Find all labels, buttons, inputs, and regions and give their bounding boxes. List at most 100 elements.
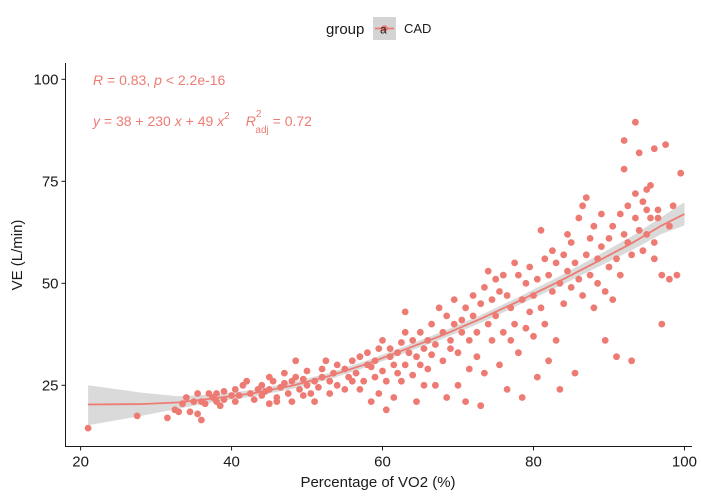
data-point	[390, 394, 398, 401]
data-point	[465, 337, 473, 344]
data-point	[390, 361, 398, 369]
data-point	[522, 279, 530, 287]
data-point	[632, 214, 639, 222]
data-point	[454, 349, 462, 357]
data-point	[398, 339, 405, 346]
data-point	[541, 255, 549, 263]
data-point	[556, 386, 564, 393]
data-point	[643, 186, 651, 193]
data-point	[635, 149, 643, 157]
data-point	[473, 328, 481, 336]
data-point	[650, 145, 658, 153]
data-point	[526, 263, 534, 271]
data-point	[545, 357, 552, 365]
data-point	[348, 377, 356, 385]
data-point	[281, 369, 288, 377]
data-point	[265, 400, 273, 408]
data-point	[677, 169, 685, 177]
x-tick-label: 60	[374, 454, 391, 471]
data-point	[409, 337, 417, 344]
data-point	[420, 345, 428, 352]
data-point	[609, 222, 617, 230]
x-tick-label: 20	[72, 454, 89, 471]
legend-label-cad: CAD	[404, 21, 431, 36]
data-point	[496, 361, 503, 369]
data-point	[582, 251, 590, 259]
data-point	[258, 381, 266, 389]
data-point	[322, 357, 330, 365]
data-point	[484, 320, 492, 328]
data-point	[469, 312, 477, 320]
eq-x1: x	[174, 113, 183, 129]
data-point	[499, 271, 507, 279]
data-point	[598, 210, 605, 218]
data-point	[186, 408, 194, 416]
data-point	[635, 226, 643, 234]
data-point	[530, 332, 537, 340]
y-tick-label: 100	[33, 71, 58, 88]
data-point	[364, 349, 371, 357]
data-point	[443, 312, 451, 320]
data-point	[590, 304, 598, 312]
eq-r-adj-sub: adj	[255, 125, 268, 136]
data-point	[492, 312, 500, 320]
data-point	[522, 324, 530, 332]
data-point	[231, 386, 239, 393]
data-point	[598, 243, 605, 251]
eq-squared: 2	[224, 111, 230, 122]
data-point	[533, 373, 541, 381]
data-point	[552, 259, 560, 267]
data-point	[386, 345, 394, 352]
data-point	[194, 410, 202, 418]
data-point	[613, 255, 620, 263]
data-point	[639, 198, 647, 206]
x-tick-label: 100	[672, 454, 697, 471]
data-point	[432, 381, 439, 389]
data-point	[518, 394, 526, 401]
fit-line	[88, 213, 685, 406]
data-point	[409, 371, 417, 379]
data-point	[564, 231, 571, 238]
data-point	[326, 390, 334, 397]
data-point	[481, 284, 488, 291]
data-point	[552, 337, 560, 344]
data-point	[477, 402, 485, 410]
data-point	[473, 353, 481, 361]
data-point	[492, 275, 500, 283]
data-point	[647, 214, 654, 222]
data-point	[311, 398, 318, 405]
data-point	[198, 416, 205, 424]
data-points-layer	[84, 118, 685, 432]
data-point	[515, 271, 522, 279]
data-point	[632, 118, 639, 126]
data-point	[326, 377, 334, 385]
data-point	[164, 414, 171, 422]
data-point	[533, 275, 541, 283]
data-point	[424, 365, 432, 373]
data-point	[658, 271, 666, 279]
data-point	[650, 255, 658, 263]
data-point	[537, 226, 545, 234]
data-point	[420, 381, 428, 389]
data-point	[284, 390, 292, 397]
x-axis-title: Percentage of VO2 (%)	[300, 474, 455, 491]
eq-r-adj-sup: 2	[256, 109, 262, 120]
data-point	[401, 361, 409, 369]
data-point	[537, 304, 545, 312]
data-point	[549, 288, 556, 295]
data-point	[488, 337, 496, 344]
y-tick-label: 25	[42, 377, 59, 394]
data-point	[507, 337, 515, 344]
data-point	[356, 386, 364, 393]
data-point	[281, 379, 288, 387]
data-point	[201, 400, 209, 408]
data-point	[333, 381, 341, 389]
y-axis-title: VE (L/min)	[9, 220, 26, 291]
data-point	[666, 222, 673, 230]
eq-x2: x	[216, 113, 225, 129]
data-point	[216, 402, 224, 410]
data-point	[352, 369, 360, 377]
data-point	[654, 206, 662, 214]
data-point	[620, 137, 628, 144]
